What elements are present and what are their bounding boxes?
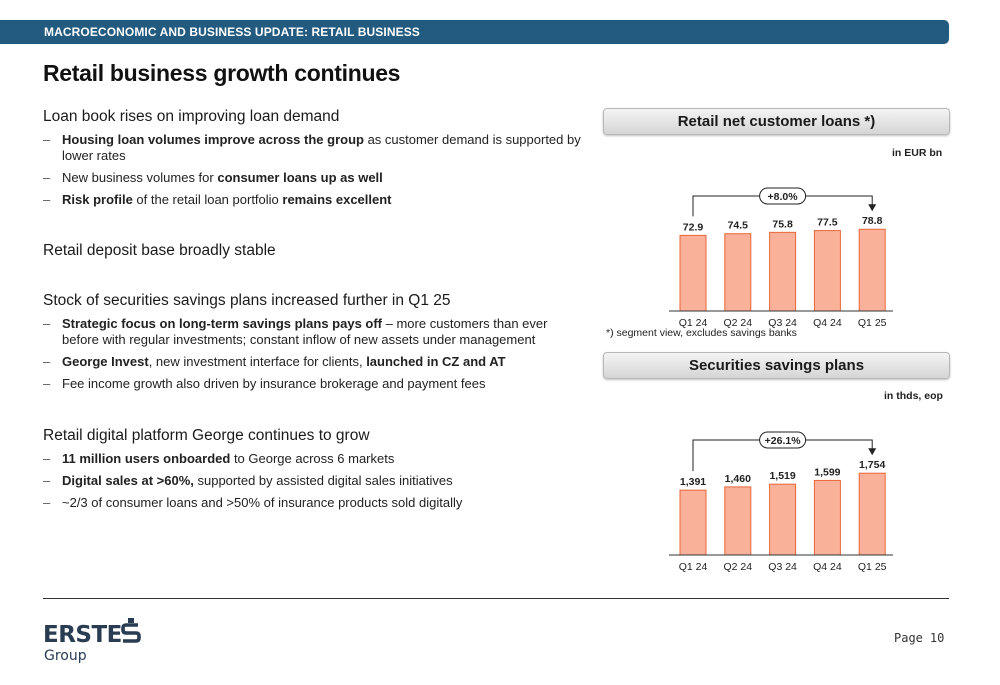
bullet-text: ~2/3 of consumer loans and >50% of insur… bbox=[62, 495, 463, 510]
bullet-text: of the retail loan portfolio bbox=[132, 192, 283, 207]
bar bbox=[769, 483, 797, 556]
bullet-item: Housing loan volumes improve across the … bbox=[43, 132, 583, 164]
bullet-text: supported by assisted digital sales init… bbox=[193, 473, 453, 488]
tick-label: Q3 24 bbox=[768, 317, 797, 328]
section-george: Retail digital platform George continues… bbox=[43, 427, 583, 517]
bar bbox=[724, 486, 752, 556]
section-heading: Retail deposit base broadly stable bbox=[43, 242, 276, 259]
section-loan-book: Loan book rises on improving loan demand… bbox=[43, 108, 583, 214]
bullet-text: as customer demand is supported by lower… bbox=[62, 132, 581, 163]
section-heading: Stock of securities savings plans increa… bbox=[43, 292, 451, 309]
header-bar: MACROECONOMIC AND BUSINESS UPDATE: RETAI… bbox=[0, 20, 949, 44]
data-label: 1,599 bbox=[814, 466, 840, 478]
bar bbox=[679, 489, 707, 556]
page-number-value: 10 bbox=[929, 631, 945, 645]
data-label: 75.8 bbox=[772, 218, 793, 230]
tick-label: Q1 24 bbox=[679, 561, 708, 572]
section-deposit: Retail deposit base broadly stable bbox=[43, 242, 583, 266]
erste-logo: ERSTE Group bbox=[43, 618, 153, 666]
chart-title-savings: Securities savings plans bbox=[603, 352, 950, 379]
bullet-text: Housing loan volumes improve across the … bbox=[62, 132, 364, 147]
bullet-text: New business volumes for bbox=[62, 170, 218, 185]
tick-label: Q1 24 bbox=[679, 317, 708, 328]
bullet-item: 11 million users onboarded to George acr… bbox=[43, 451, 583, 467]
bar bbox=[813, 230, 841, 312]
bullet-item: ~2/3 of consumer loans and >50% of insur… bbox=[43, 495, 583, 511]
data-label: 78.8 bbox=[862, 215, 883, 227]
chart-svg: 1,391 Q1 24 1,460 Q2 24 1,519 Q3 24 1,599 Q4 24… bbox=[669, 431, 893, 572]
bullet-item: Strategic focus on long-term savings pla… bbox=[43, 316, 583, 348]
chart-unit-savings: in thds, eop bbox=[884, 390, 943, 402]
bullet-item: George Invest, new investment interface … bbox=[43, 354, 583, 370]
growth-label: +26.1% bbox=[765, 435, 802, 447]
growth-label: +8.0% bbox=[768, 191, 799, 203]
chart-svg: 72.9 Q1 24 74.5 Q2 24 75.8 Q3 24 77.5 Q4 24 78.8… bbox=[669, 187, 893, 328]
bullet-text: – more customers than ever before with r… bbox=[62, 316, 548, 347]
section-heading: Retail digital platform George continues… bbox=[43, 427, 370, 444]
chart-footnote: *) segment view, excludes savings banks bbox=[606, 327, 797, 339]
bullet-text: George Invest bbox=[62, 354, 149, 369]
bar bbox=[858, 228, 886, 312]
bullet-text: Digital sales at >60%, bbox=[62, 473, 194, 488]
logo-wordmark: ERSTE bbox=[43, 622, 122, 648]
bar bbox=[769, 231, 797, 312]
chart-title-loans: Retail net customer loans *) bbox=[603, 108, 950, 135]
tick-label: Q4 24 bbox=[813, 317, 842, 328]
growth-badge bbox=[759, 187, 807, 205]
bar bbox=[679, 234, 707, 312]
section-securities: Stock of securities savings plans increa… bbox=[43, 292, 583, 398]
data-label: 1,519 bbox=[769, 470, 795, 482]
bullet-text: , new investment interface for clients, bbox=[148, 354, 367, 369]
tick-label: Q4 24 bbox=[813, 561, 842, 572]
footer-divider bbox=[43, 598, 949, 599]
page-label: Page bbox=[894, 631, 923, 645]
bullet-text: launched in CZ and AT bbox=[366, 354, 506, 369]
chart-loans: 72.9 Q1 24 74.5 Q2 24 75.8 Q3 24 77.5 Q4 24 78.8… bbox=[655, 178, 905, 328]
growth-arrowhead bbox=[868, 204, 877, 212]
bullet-text: Strategic focus on long-term savings pla… bbox=[62, 316, 383, 331]
tick-label: Q3 24 bbox=[768, 561, 797, 572]
chart-savings: 1,391 Q1 24 1,460 Q2 24 1,519 Q3 24 1,599 Q4 24… bbox=[655, 422, 905, 572]
bullet-list: Strategic focus on long-term savings pla… bbox=[43, 316, 583, 392]
data-label: 72.9 bbox=[683, 221, 704, 233]
data-label: 1,391 bbox=[680, 476, 706, 488]
chart-unit-loans: in EUR bn bbox=[892, 147, 943, 159]
bar bbox=[813, 479, 841, 556]
bullet-text: Fee income growth also driven by insuran… bbox=[62, 376, 486, 391]
bullet-text: remains excellent bbox=[282, 192, 392, 207]
growth-arrowhead bbox=[868, 448, 877, 456]
data-label: 1,460 bbox=[725, 473, 751, 485]
bullet-text: to George across 6 markets bbox=[230, 451, 395, 466]
bullet-text: consumer loans up as well bbox=[217, 170, 383, 185]
data-label: 77.5 bbox=[817, 217, 838, 229]
header-bar-title: MACROECONOMIC AND BUSINESS UPDATE: RETAI… bbox=[44, 25, 420, 39]
bullet-text: 11 million users onboarded bbox=[62, 451, 231, 466]
bullet-list: Housing loan volumes improve across the … bbox=[43, 132, 583, 208]
bullet-item: Digital sales at >60%, supported by assi… bbox=[43, 473, 583, 489]
bullet-list: 11 million users onboarded to George acr… bbox=[43, 451, 583, 511]
data-label: 74.5 bbox=[728, 220, 749, 232]
tick-label: Q1 25 bbox=[858, 561, 887, 572]
page-number: Page 10 bbox=[894, 631, 944, 645]
page-title: Retail business growth continues bbox=[43, 60, 401, 86]
bullet-item: Risk profile of the retail loan portfoli… bbox=[43, 192, 583, 208]
bullet-item: New business volumes for consumer loans … bbox=[43, 170, 583, 186]
tick-label: Q2 24 bbox=[723, 317, 752, 328]
data-label: 1,754 bbox=[859, 459, 885, 471]
growth-badge bbox=[759, 431, 807, 449]
logo-s-icon bbox=[121, 618, 141, 643]
bar bbox=[724, 233, 752, 312]
bullet-text: Risk profile bbox=[62, 192, 133, 207]
tick-label: Q2 24 bbox=[723, 561, 752, 572]
logo-subtitle: Group bbox=[44, 648, 87, 664]
section-heading: Loan book rises on improving loan demand bbox=[43, 108, 340, 125]
bullet-item: Fee income growth also driven by insuran… bbox=[43, 376, 583, 392]
bar bbox=[858, 472, 886, 556]
tick-label: Q1 25 bbox=[858, 317, 887, 328]
